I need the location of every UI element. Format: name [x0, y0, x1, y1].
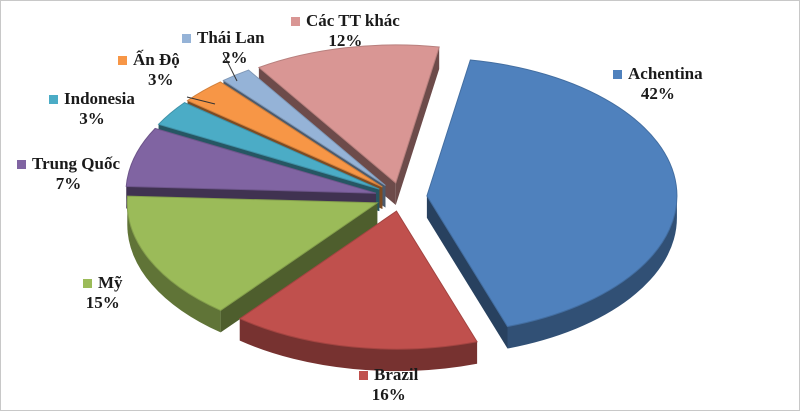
pie-slice-my	[126, 195, 379, 333]
pie-slice-top	[426, 59, 678, 328]
legend-swatch-my	[83, 278, 92, 288]
legend-swatch-cac-tt-khac	[291, 16, 300, 26]
legend-swatch-indonesia	[49, 94, 58, 104]
label-achentina: Achentina 42%	[613, 64, 703, 104]
pie-slice-achentina	[426, 59, 678, 349]
pie-slice-rim	[507, 195, 677, 349]
pie-slice-top	[126, 195, 379, 312]
label-cac-tt-khac: Các TT khác 12%	[291, 11, 400, 51]
pie-slice-wall	[395, 47, 440, 205]
label-my: Mỹ 15%	[83, 273, 123, 313]
legend-swatch-thai-lan	[182, 33, 191, 43]
value-my: 15%	[85, 293, 120, 312]
pie-slice-top	[238, 210, 478, 350]
label-thai-lan: Thái Lan 2%	[182, 28, 265, 68]
pie-slice-rim	[127, 202, 221, 333]
value-thai-lan: 2%	[222, 48, 248, 67]
pie-slice-top	[157, 102, 380, 190]
legend-swatch-achentina	[613, 69, 622, 79]
leader-line-thai-lan	[222, 52, 238, 82]
value-achentina: 42%	[640, 84, 675, 103]
pie-slice-top	[125, 127, 377, 194]
pie-slice-rim	[239, 318, 478, 372]
label-an-do: Ấn Độ 3%	[118, 50, 180, 90]
leader-line-an-do	[186, 96, 216, 105]
value-an-do: 3%	[148, 70, 174, 89]
pie-slice-wall	[220, 202, 378, 333]
value-brazil: 16%	[371, 385, 406, 404]
label-indonesia: Indonesia 3%	[49, 89, 135, 129]
legend-swatch-an-do	[118, 55, 127, 65]
value-indonesia: 3%	[79, 109, 105, 128]
pie-slice-top	[186, 81, 383, 188]
pie-slice-brazil	[238, 210, 478, 372]
pie-slice-wall	[426, 195, 508, 349]
legend-swatch-trung-quoc	[17, 159, 26, 169]
pie-slice-top	[222, 69, 386, 186]
value-trung-quoc: 7%	[55, 174, 82, 193]
value-cac-tt-khac: 12%	[328, 31, 363, 50]
label-brazil: Brazil 16%	[359, 365, 418, 405]
legend-swatch-brazil	[359, 370, 368, 380]
label-trung-quoc: Trung Quốc 7%	[17, 154, 120, 194]
pie-slice-top	[257, 44, 440, 184]
